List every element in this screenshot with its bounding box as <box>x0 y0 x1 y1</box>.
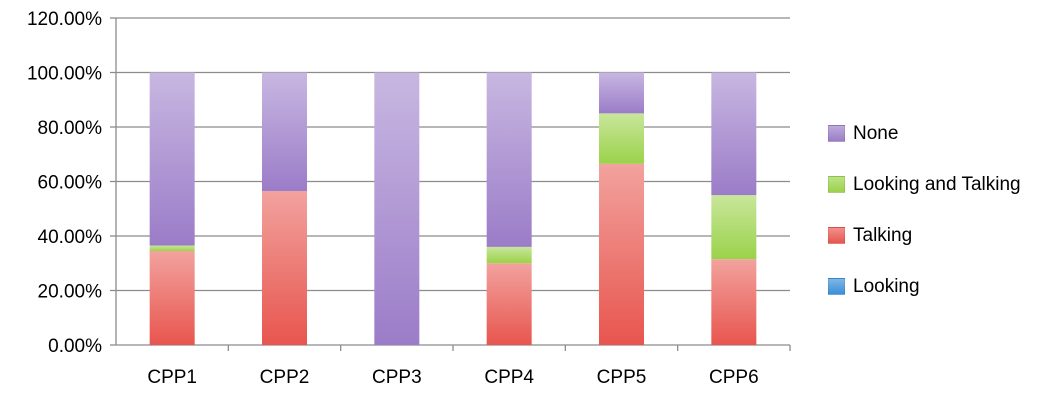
bar-cpp6-talking <box>711 259 757 345</box>
bar-cpp2-none <box>262 72 307 192</box>
x-tick-label: CPP2 <box>260 367 310 388</box>
x-tick-label: CPP6 <box>709 367 759 388</box>
bar-cpp3-none <box>374 72 420 345</box>
y-tick-label: 0.00% <box>48 336 102 357</box>
legend-swatch <box>828 176 845 193</box>
legend: None Looking and Talking Talking Looking <box>828 108 1021 312</box>
bar-cpp5-talking <box>599 163 644 345</box>
bar-cpp4-none <box>486 72 532 247</box>
x-tick-label: CPP4 <box>484 367 534 388</box>
bar-cpp5-looking-and-talking <box>599 113 644 164</box>
tick-labels: 0.00% 20.00% 40.00% 60.00% 80.00% 100.00% 120.… <box>27 9 759 388</box>
legend-item: Looking <box>828 261 1021 312</box>
x-tick-label: CPP1 <box>147 367 197 388</box>
bar-cpp4-looking-and-talking <box>486 246 532 264</box>
y-tick-label: 80.00% <box>38 118 103 139</box>
x-tick-label: CPP3 <box>372 367 422 388</box>
legend-label: Talking <box>853 224 913 246</box>
legend-swatch <box>828 125 845 142</box>
y-tick-label: 20.00% <box>38 282 103 303</box>
legend-label: Looking and Talking <box>853 173 1021 195</box>
axes <box>110 17 791 351</box>
bar-cpp6-none <box>711 72 757 196</box>
bars <box>149 72 757 345</box>
y-tick-label: 60.00% <box>38 173 103 194</box>
y-tick-label: 100.00% <box>27 64 102 85</box>
legend-item: None <box>828 108 1021 159</box>
legend-item: Looking and Talking <box>828 159 1021 210</box>
grid-lines <box>116 17 790 292</box>
legend-swatch <box>828 227 845 244</box>
legend-label: Looking <box>853 275 920 297</box>
bar-cpp1-none <box>149 72 195 246</box>
legend-swatch <box>828 278 845 295</box>
legend-item: Talking <box>828 210 1021 261</box>
bar-cpp2-talking <box>262 191 307 345</box>
x-tick-label: CPP5 <box>597 367 647 388</box>
legend-label: None <box>853 122 899 144</box>
bar-cpp5-none <box>599 72 644 114</box>
y-tick-label: 40.00% <box>38 227 103 248</box>
bar-cpp6-looking-and-talking <box>711 195 757 260</box>
bar-cpp4-talking <box>486 263 532 345</box>
bar-cpp1-talking <box>149 250 195 345</box>
y-tick-label: 120.00% <box>27 9 102 30</box>
bar-cpp1-looking-and-talking <box>149 245 195 251</box>
